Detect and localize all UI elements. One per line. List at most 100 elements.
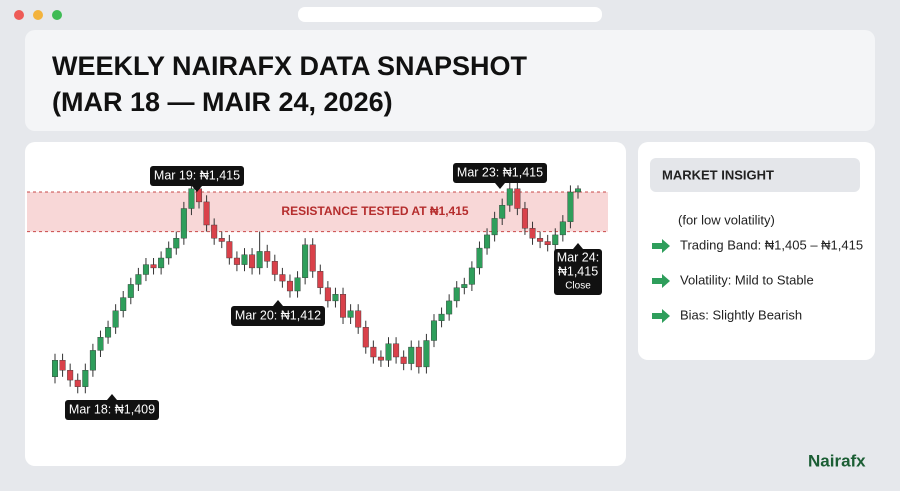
candle-body <box>370 346 377 358</box>
candle-body <box>52 360 59 377</box>
candle-body <box>82 370 89 387</box>
candle-body <box>537 237 544 242</box>
candle-body <box>415 346 422 368</box>
candle-body <box>89 350 96 371</box>
candle-body <box>476 247 483 269</box>
callout-pointer <box>273 300 283 306</box>
candle-body <box>552 234 559 245</box>
insight-item: Bias: Slightly Bearish <box>680 307 802 322</box>
candle-body <box>324 287 331 302</box>
candle-body <box>362 327 369 348</box>
arrow-icon <box>652 239 670 253</box>
candle-body <box>446 300 453 315</box>
title-card <box>25 30 875 131</box>
resistance-label: RESISTANCE TESTED AT ₦1,415 <box>281 204 468 218</box>
insight-item: Volatility: Mild to Stable <box>680 272 814 287</box>
candle-body <box>241 254 248 265</box>
callout-text: Mar 18: ₦1,409 <box>69 402 155 416</box>
candle-body <box>150 264 157 269</box>
candle-body <box>484 234 491 249</box>
candle-body <box>180 208 187 239</box>
insight-item: Trading Band: ₦1,405 – ₦1,415 <box>680 237 863 252</box>
window-close[interactable] <box>14 10 24 20</box>
chart: RESISTANCE TESTED AT ₦1,415 Mar 19: ₦1,41… <box>27 163 608 420</box>
candle-body <box>211 224 218 239</box>
window-maximize[interactable] <box>52 10 62 20</box>
callout-pointer <box>192 186 202 192</box>
callout-text: Mar 20: ₦1,412 <box>235 308 321 322</box>
candle-body <box>438 313 445 321</box>
window-minimize[interactable] <box>33 10 43 20</box>
address-bar[interactable] <box>298 7 602 22</box>
candle-body <box>529 228 536 239</box>
candle-body <box>317 271 324 288</box>
title-line: WEEKLY NAIRAFX DATA SNAPSHOT <box>52 51 528 81</box>
callout-box <box>65 400 159 420</box>
candle-body <box>59 360 66 371</box>
candle-body <box>521 208 528 229</box>
candle-body <box>173 237 180 249</box>
insight-title: MARKET INSIGHT <box>662 167 774 182</box>
insight-list: Trading Band: ₦1,405 – ₦1,415 Volatility:… <box>652 237 863 323</box>
candle-body <box>567 191 574 222</box>
insight-note: (for low volatility) <box>678 212 775 227</box>
callout-pointer <box>107 394 117 400</box>
candle-body <box>120 297 127 312</box>
candle-body <box>264 251 271 262</box>
candle-body <box>423 340 430 368</box>
callout-box <box>231 306 325 326</box>
candle-body <box>233 257 240 265</box>
callout-box <box>554 249 602 295</box>
title-line: (MAR 18 — MAIR 24, 2026) <box>52 87 393 117</box>
candle-body <box>105 327 112 338</box>
callout-pointer <box>495 183 505 189</box>
insight-panel <box>638 142 875 360</box>
candle-body <box>468 267 475 285</box>
logo: Nairafx <box>808 451 866 470</box>
candle-body <box>355 310 362 328</box>
candle-body <box>97 337 104 351</box>
callout-text: Mar 23: ₦1,415 <box>457 165 543 179</box>
candle-body <box>461 284 468 288</box>
candle-body <box>340 294 347 318</box>
candle-body <box>430 320 437 341</box>
candle-body <box>559 221 566 236</box>
callout-text: ₦1,415 <box>558 264 598 278</box>
candle-body <box>408 346 415 364</box>
candle-body <box>294 277 301 292</box>
candle-body <box>74 379 81 387</box>
candle-body <box>393 343 400 358</box>
candle-body <box>271 261 278 275</box>
candle-body <box>309 244 316 272</box>
candle-body <box>249 254 256 269</box>
callout-text: Mar 19: ₦1,415 <box>154 168 240 182</box>
callout-box <box>453 163 547 183</box>
candle-body <box>514 188 521 209</box>
callout-text: Close <box>565 281 591 292</box>
candle-body <box>165 247 172 259</box>
candle-body <box>286 280 293 292</box>
insight-header <box>650 158 860 192</box>
candle-body <box>506 188 513 206</box>
candle-body <box>400 356 407 364</box>
candle-body <box>453 287 460 302</box>
arrow-icon <box>652 274 670 288</box>
candle-body <box>575 188 582 193</box>
candle-body <box>135 274 142 285</box>
callout-box <box>150 166 244 186</box>
candle-body <box>112 310 119 328</box>
candle-body <box>385 343 392 361</box>
candle-body <box>203 201 210 226</box>
candle-body <box>226 241 233 259</box>
callout-pointer <box>573 243 583 249</box>
candle-body <box>347 310 354 318</box>
candle-body <box>332 294 339 302</box>
candle-body <box>218 237 225 242</box>
candle-body <box>491 218 498 236</box>
candle-body <box>256 251 263 269</box>
candle-body <box>302 244 309 279</box>
arrow-icon <box>652 309 670 323</box>
candle-body <box>127 284 134 298</box>
candle-body <box>188 188 195 209</box>
